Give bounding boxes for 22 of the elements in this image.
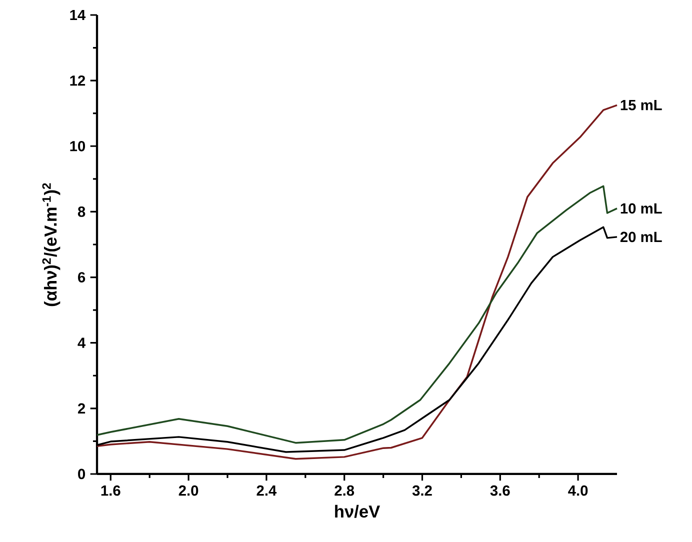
- y-tick-label: 4: [78, 338, 86, 348]
- x-tick-label: 1.6: [101, 485, 120, 496]
- y-tick-label: 6: [78, 272, 86, 282]
- line-series: [96, 185, 618, 444]
- series-label: 15 mL: [620, 100, 662, 110]
- line-series: [96, 104, 618, 460]
- x-tick-label: 3.2: [412, 485, 432, 496]
- x-tick-label: 2.4: [256, 485, 277, 496]
- x-tick-label: 2.0: [178, 485, 198, 496]
- x-tick-label: 3.6: [490, 485, 510, 496]
- series-label: 10 mL: [620, 203, 662, 214]
- y-tick-label: 12: [70, 75, 86, 86]
- y-tick-label: 10: [70, 140, 86, 152]
- y-tick-label: 14: [70, 10, 86, 20]
- x-tick-label: 2.8: [334, 485, 354, 496]
- y-tick-label: 8: [78, 206, 86, 217]
- x-tick-label: 4.0: [568, 485, 588, 496]
- x-axis-title: hν/eV: [335, 504, 380, 518]
- series-label: 20 mL: [620, 232, 662, 242]
- y-axis-title: (αhν)$^{2}$/(eV.m$^{-1}$)$^{2}$: [42, 183, 60, 306]
- y-tick-label: 2: [78, 403, 86, 414]
- y-tick-label: 0: [78, 468, 86, 480]
